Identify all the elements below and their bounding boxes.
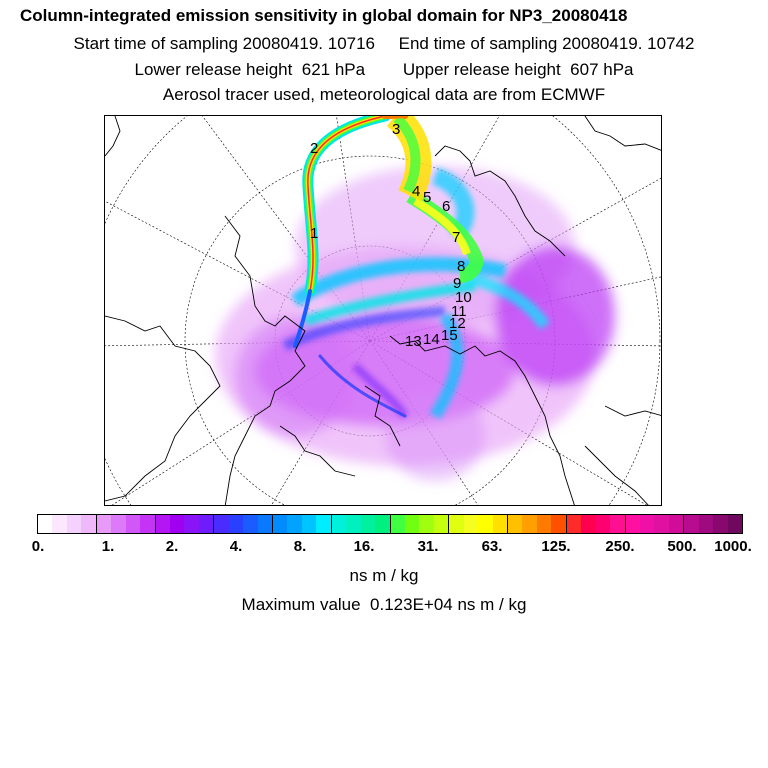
- colorbar-segment: [419, 515, 434, 533]
- colorbar-segment: [81, 515, 97, 533]
- colorbar-segment: [96, 515, 112, 533]
- colorbar-segment: [125, 515, 141, 533]
- colorbar-segment: [684, 515, 699, 533]
- colorbar-tick: 1.: [101, 538, 115, 555]
- transport-trajectory: [293, 116, 408, 418]
- colorbar-segment: [727, 515, 742, 533]
- colorbar-segment: [595, 515, 611, 533]
- colorbar-tick: 2.: [165, 538, 179, 555]
- colorbar-tick: 16.: [353, 538, 375, 555]
- colorbar-segment: [257, 515, 273, 533]
- colorbar-segment: [463, 515, 479, 533]
- sensitivity-field-low: [215, 166, 615, 481]
- colorbar-segment: [316, 515, 332, 533]
- colorbar-segment: [551, 515, 567, 533]
- colorbar-segment: [639, 515, 655, 533]
- colorbar-segment: [508, 515, 523, 533]
- maximum-value-text: Maximum value 0.123E+04 ns m / kg: [241, 595, 527, 614]
- colorbar: [37, 514, 743, 534]
- day-label: 5: [423, 189, 431, 206]
- colorbar-segment: [713, 515, 728, 533]
- day-label: 6: [442, 198, 450, 215]
- coastlines: [105, 116, 661, 505]
- sampling-time-line: Start time of sampling 20080419. 10716 E…: [73, 34, 695, 53]
- colorbar-segment: [654, 515, 669, 533]
- colorbar-unit: ns m / kg: [349, 566, 419, 585]
- colorbar-segment: [522, 515, 537, 533]
- colorbar-tick: 0.: [31, 538, 45, 555]
- colorbar-tick: 500.: [667, 538, 697, 555]
- colorbar-segment: [52, 515, 67, 533]
- day-label: 13: [405, 333, 422, 350]
- colorbar-segment: [155, 515, 170, 533]
- plot-title: Column-integrated emission sensitivity i…: [20, 6, 628, 25]
- colorbar-segment: [433, 515, 450, 533]
- colorbar-segment: [214, 515, 229, 533]
- colorbar-segment: [478, 515, 493, 533]
- colorbar-segment: [610, 515, 626, 533]
- colorbar-segment: [140, 515, 156, 533]
- colorbar-segment: [38, 515, 53, 533]
- day-label: 2: [310, 140, 318, 157]
- colorbar-segment: [346, 515, 361, 533]
- colorbar-tick: 1000.: [714, 538, 752, 555]
- colorbar-segment: [184, 515, 199, 533]
- colorbar-tick: 31.: [417, 538, 439, 555]
- sensitivity-map: 2 3 4 5 6 7 8 9 10 11 12 13 14 15 1: [104, 115, 662, 506]
- colorbar-segment: [243, 515, 258, 533]
- day-label: 11: [451, 303, 467, 320]
- colorbar-tick-labels: 0. 1. 2. 4. 8. 16. 31. 63. 125. 250. 500…: [0, 538, 768, 558]
- day-label: 4: [412, 183, 420, 200]
- map-canvas: 2 3 4 5 6 7 8 9 10 11 12 13 14 15 1: [105, 116, 661, 505]
- colorbar-segment: [360, 515, 376, 533]
- colorbar-segment: [449, 515, 464, 533]
- day-label: 14: [423, 331, 440, 348]
- day-label: 10: [455, 289, 472, 306]
- release-height-line: Lower release height 621 hPa Upper relea…: [134, 60, 634, 79]
- day-label: 3: [392, 121, 400, 138]
- colorbar-segment: [273, 515, 288, 533]
- colorbar-segment: [169, 515, 185, 533]
- colorbar-segment: [566, 515, 582, 533]
- day-label: 1: [310, 225, 318, 242]
- colorbar-segment: [625, 515, 640, 533]
- colorbar-tick: 125.: [541, 538, 571, 555]
- colorbar-segment: [668, 515, 685, 533]
- colorbar-segment: [228, 515, 244, 533]
- colorbar-segment: [301, 515, 317, 533]
- colorbar-tick: 250.: [605, 538, 635, 555]
- colorbar-segment: [66, 515, 82, 533]
- colorbar-tick: 4.: [229, 538, 243, 555]
- colorbar-segment: [698, 515, 714, 533]
- colorbar-segment: [404, 515, 420, 533]
- colorbar-segment: [375, 515, 391, 533]
- colorbar-segment: [287, 515, 302, 533]
- colorbar-segment: [198, 515, 215, 533]
- day-label: 9: [453, 275, 461, 292]
- colorbar-segment: [111, 515, 126, 533]
- day-label: 12: [449, 315, 466, 332]
- day-label: 7: [452, 229, 460, 246]
- colorbar-segment: [390, 515, 405, 533]
- colorbar-tick: 8.: [293, 538, 307, 555]
- colorbar-segment: [581, 515, 596, 533]
- sensitivity-field-high: [386, 116, 484, 283]
- colorbar-tick: 63.: [481, 538, 503, 555]
- day-label: 8: [457, 258, 465, 275]
- colorbar-segment: [536, 515, 552, 533]
- trajectory-day-labels: 2 3 4 5 6 7 8 9 10 11 12 13 14 15 1: [310, 121, 472, 350]
- colorbar-segment: [331, 515, 347, 533]
- colorbar-segment: [492, 515, 508, 533]
- day-label: 15: [441, 327, 458, 344]
- tracer-info-line: Aerosol tracer used, meteorological data…: [162, 85, 606, 104]
